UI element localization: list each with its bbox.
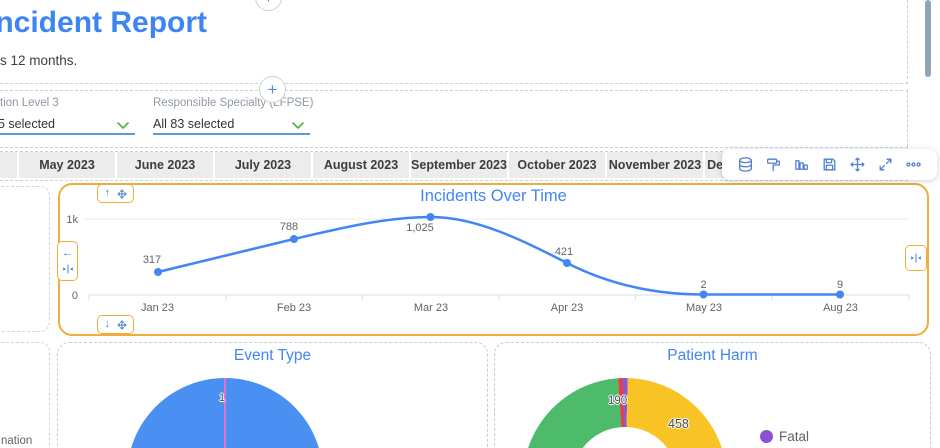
donut-label-amber: 458 — [668, 417, 689, 431]
tab-august-2023[interactable]: August 2023 — [313, 152, 409, 178]
plus-icon: + — [264, 0, 274, 6]
x-label-mar: Mar 23 — [414, 302, 448, 314]
scrollbar-thumb[interactable] — [925, 0, 931, 77]
horizontal-resize-icon — [62, 264, 73, 274]
x-label-feb: Feb 23 — [277, 302, 311, 314]
tab-partial[interactable] — [0, 152, 17, 178]
tab-september-2023[interactable]: September 2023 — [411, 152, 507, 178]
filter-specialty-dropdown[interactable]: All 83 selected — [153, 115, 310, 135]
pie-slice-separator — [224, 378, 226, 448]
section-divider — [0, 90, 908, 91]
arrow-up-icon: ↑ — [104, 187, 111, 199]
plus-icon: + — [267, 80, 278, 99]
bottom-left-cut-panel — [0, 342, 50, 448]
y-tick-1k: 1k — [66, 214, 78, 226]
filter-level3-label: tion Level 3 — [0, 97, 59, 109]
left-cut-panel — [0, 186, 50, 332]
more-options-icon[interactable] — [903, 154, 925, 176]
move-icon[interactable] — [847, 154, 869, 176]
move-icon — [117, 320, 126, 329]
tab-october-2023[interactable]: October 2023 — [509, 152, 605, 178]
filter-level3-value: 5 selected — [0, 117, 55, 131]
section-divider — [0, 147, 908, 148]
bar-chart-icon[interactable] — [790, 154, 812, 176]
x-label-jan: Jan 23 — [141, 302, 174, 314]
line-chart-title: Incidents Over Time — [420, 187, 567, 205]
move-icon — [117, 189, 126, 198]
incidents-over-time-panel[interactable] — [58, 183, 929, 336]
line-series — [156, 215, 842, 296]
tab-may-2023[interactable]: May 2023 — [19, 152, 115, 178]
y-tick-0: 0 — [72, 290, 78, 302]
add-visual-button-top[interactable]: + — [255, 0, 282, 11]
section-divider — [0, 83, 908, 84]
event-type-title: Event Type — [233, 347, 312, 364]
chevron-down-icon — [117, 122, 129, 130]
x-axis-ticks — [88, 295, 910, 300]
legend-dot-fatal[interactable] — [760, 430, 773, 443]
filter-specialty-label: Responsible Specialty (LFPSE) — [153, 97, 314, 109]
patient-harm-title: Patient Harm — [667, 347, 758, 364]
section-divider — [907, 0, 908, 84]
donut-label-red: 190 — [608, 395, 628, 407]
panel-resize-right-control[interactable] — [905, 245, 927, 271]
point-label-feb: 788 — [280, 221, 298, 233]
cut-text-fragment: nation — [1, 435, 33, 447]
panel-move-up-control[interactable]: ↑ — [97, 184, 134, 203]
point-label-apr: 421 — [555, 246, 573, 258]
arrow-left-icon: ← — [62, 246, 73, 259]
arrow-down-icon: ↓ — [104, 318, 111, 330]
tab-november-2023[interactable]: November 2023 — [607, 152, 703, 178]
legend-label-fatal[interactable]: Fatal — [779, 429, 810, 444]
point-label-aug: 9 — [837, 279, 843, 291]
page-subtitle: s 12 months. — [0, 53, 78, 68]
section-divider — [0, 151, 908, 152]
section-divider — [907, 90, 908, 147]
pie-slice-label: 1 — [219, 392, 226, 404]
filter-specialty-value: All 83 selected — [153, 117, 235, 131]
point-label-jan: 317 — [143, 254, 161, 266]
point-label-mar: 1,025 — [406, 222, 434, 234]
visual-toolbar — [722, 149, 937, 180]
incidents-over-time-chart: 1k 0 Jan 23 Feb 23 Mar 23 Apr 23 May 23 … — [66, 213, 910, 314]
panel-move-left-control[interactable]: ← — [57, 241, 78, 281]
panel-move-down-control[interactable]: ↓ — [97, 315, 134, 334]
save-icon[interactable] — [819, 154, 841, 176]
horizontal-resize-icon — [911, 253, 921, 263]
x-label-aug: Aug 23 — [823, 302, 858, 314]
tab-june-2023[interactable]: June 2023 — [117, 152, 213, 178]
add-visual-button[interactable]: + — [259, 76, 286, 103]
x-label-may: May 23 — [686, 302, 722, 314]
x-label-apr: Apr 23 — [551, 302, 583, 314]
data-view-icon[interactable] — [734, 154, 756, 176]
data-points[interactable] — [154, 213, 844, 299]
chevron-down-icon — [292, 122, 304, 130]
section-divider — [0, 180, 908, 181]
expand-icon[interactable] — [875, 154, 897, 176]
filter-level3-dropdown[interactable]: 5 selected — [0, 115, 135, 135]
page-title: Incident Report — [0, 6, 208, 39]
tab-july-2023[interactable]: July 2023 — [215, 152, 311, 178]
point-label-may: 2 — [700, 279, 706, 291]
format-painter-icon[interactable] — [762, 154, 784, 176]
month-tab-bar: May 2023 June 2023 July 2023 August 2023… — [19, 152, 801, 178]
